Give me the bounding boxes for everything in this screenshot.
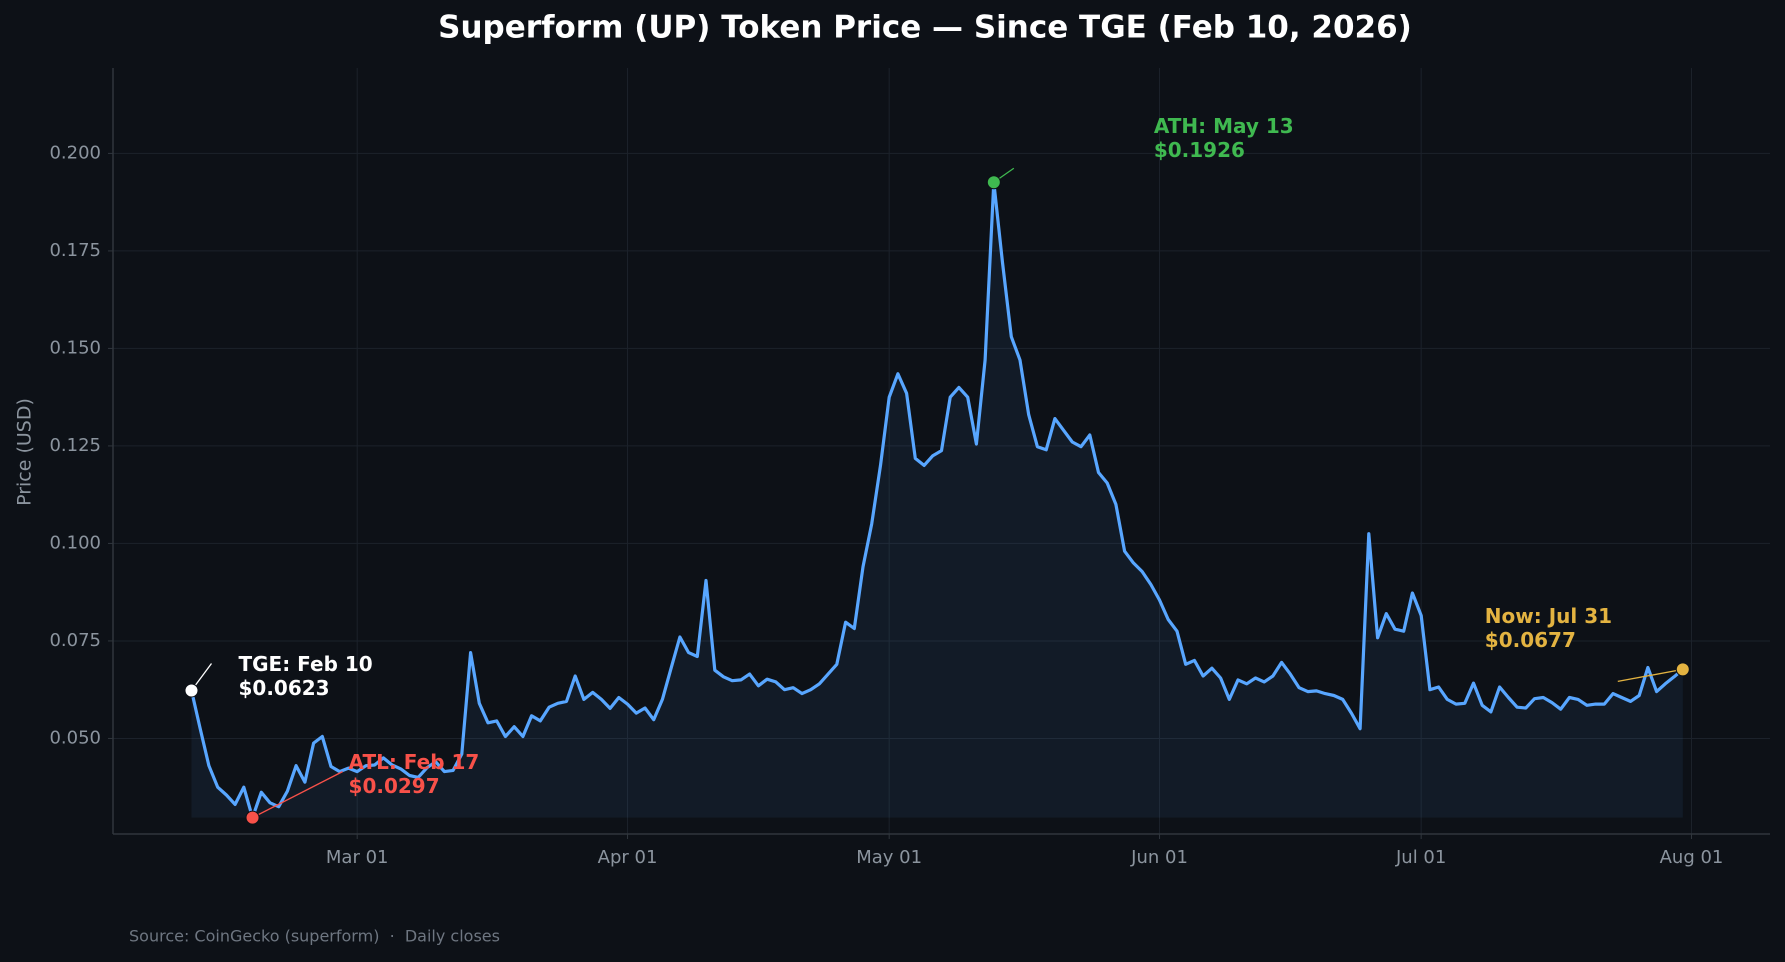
y-tick-label: 0.075: [49, 630, 101, 651]
annotation-connector: [252, 771, 343, 819]
y-axis-label: Price (USD): [14, 398, 36, 506]
annotation-connector: [1617, 668, 1683, 683]
source-note: Source: CoinGecko (superform) · Daily cl…: [129, 927, 500, 946]
annotation-text: ATH: May 13: [1154, 114, 1294, 138]
annotation-text: ATL: Feb 17: [349, 750, 480, 774]
y-tick-label: 0.175: [49, 240, 101, 261]
y-tick-label: 0.125: [49, 435, 101, 456]
area: [191, 182, 1683, 818]
y-tick-label: 0.200: [49, 142, 101, 163]
annotation-marker: [986, 175, 1001, 190]
chart-title: Superform (UP) Token Price — Since TGE (…: [438, 10, 1412, 46]
annotation-text: Now: Jul 31: [1485, 604, 1612, 628]
annotation-text: $0.0623: [238, 676, 329, 700]
x-tick-label: Mar 01: [326, 847, 389, 868]
annotation-text: $0.0677: [1485, 628, 1576, 652]
y-tick-label: 0.100: [49, 532, 101, 553]
y-tick-label: 0.050: [49, 727, 101, 748]
x-tick-label: Jun 01: [1130, 847, 1188, 868]
y-tick-label: 0.150: [49, 337, 101, 358]
annotation-marker: [1675, 662, 1690, 677]
annotation-marker: [184, 683, 199, 698]
annotation-text: TGE: Feb 10: [238, 652, 372, 676]
annotation-marker: [245, 810, 260, 825]
annotation-text: $0.1926: [1154, 138, 1245, 162]
x-tick-label: Jul 01: [1395, 847, 1446, 868]
x-tick-label: Aug 01: [1660, 847, 1724, 868]
x-tick-label: Apr 01: [598, 847, 658, 868]
x-tick-label: May 01: [856, 847, 922, 868]
annotation-text: $0.0297: [349, 774, 440, 798]
price-line: [189, 180, 1684, 820]
